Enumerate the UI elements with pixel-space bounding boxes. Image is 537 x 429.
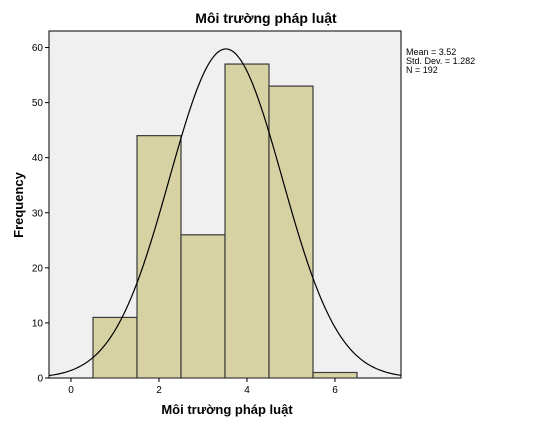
histogram-bar-5 [268,85,314,379]
x-tick-label: 6 [332,385,338,396]
stats-line: Mean = 3.52 [406,47,456,57]
y-tick-label: 20 [32,263,44,274]
y-tick-label: 0 [37,374,43,385]
y-tick-label: 10 [32,318,44,329]
chart-title: Môi trường pháp luật [195,10,337,26]
histogram-bar-6 [312,371,358,379]
normal-curve [48,48,402,377]
bars-group [92,63,358,379]
x-tick-label: 2 [156,385,162,396]
histogram-bar-1 [92,316,138,379]
y-tick-label: 60 [32,43,44,54]
histogram-bar-3 [180,234,226,379]
y-axis: 0 10 20 30 40 50 60 [32,43,49,385]
x-tick-label: 4 [244,385,250,396]
y-tick-label: 30 [32,208,44,219]
y-tick-label: 40 [32,153,44,164]
stats-line: Std. Dev. = 1.282 [406,56,475,66]
histogram-bar-2 [136,135,182,379]
y-axis-title: Frequency [11,171,26,238]
x-tick-label: 0 [68,385,74,396]
y-tick-label: 50 [32,98,44,109]
stats-line: N = 192 [406,65,438,75]
x-axis: 0 2 4 6 [68,378,338,396]
x-axis-title: Môi trường pháp luật [161,402,293,417]
